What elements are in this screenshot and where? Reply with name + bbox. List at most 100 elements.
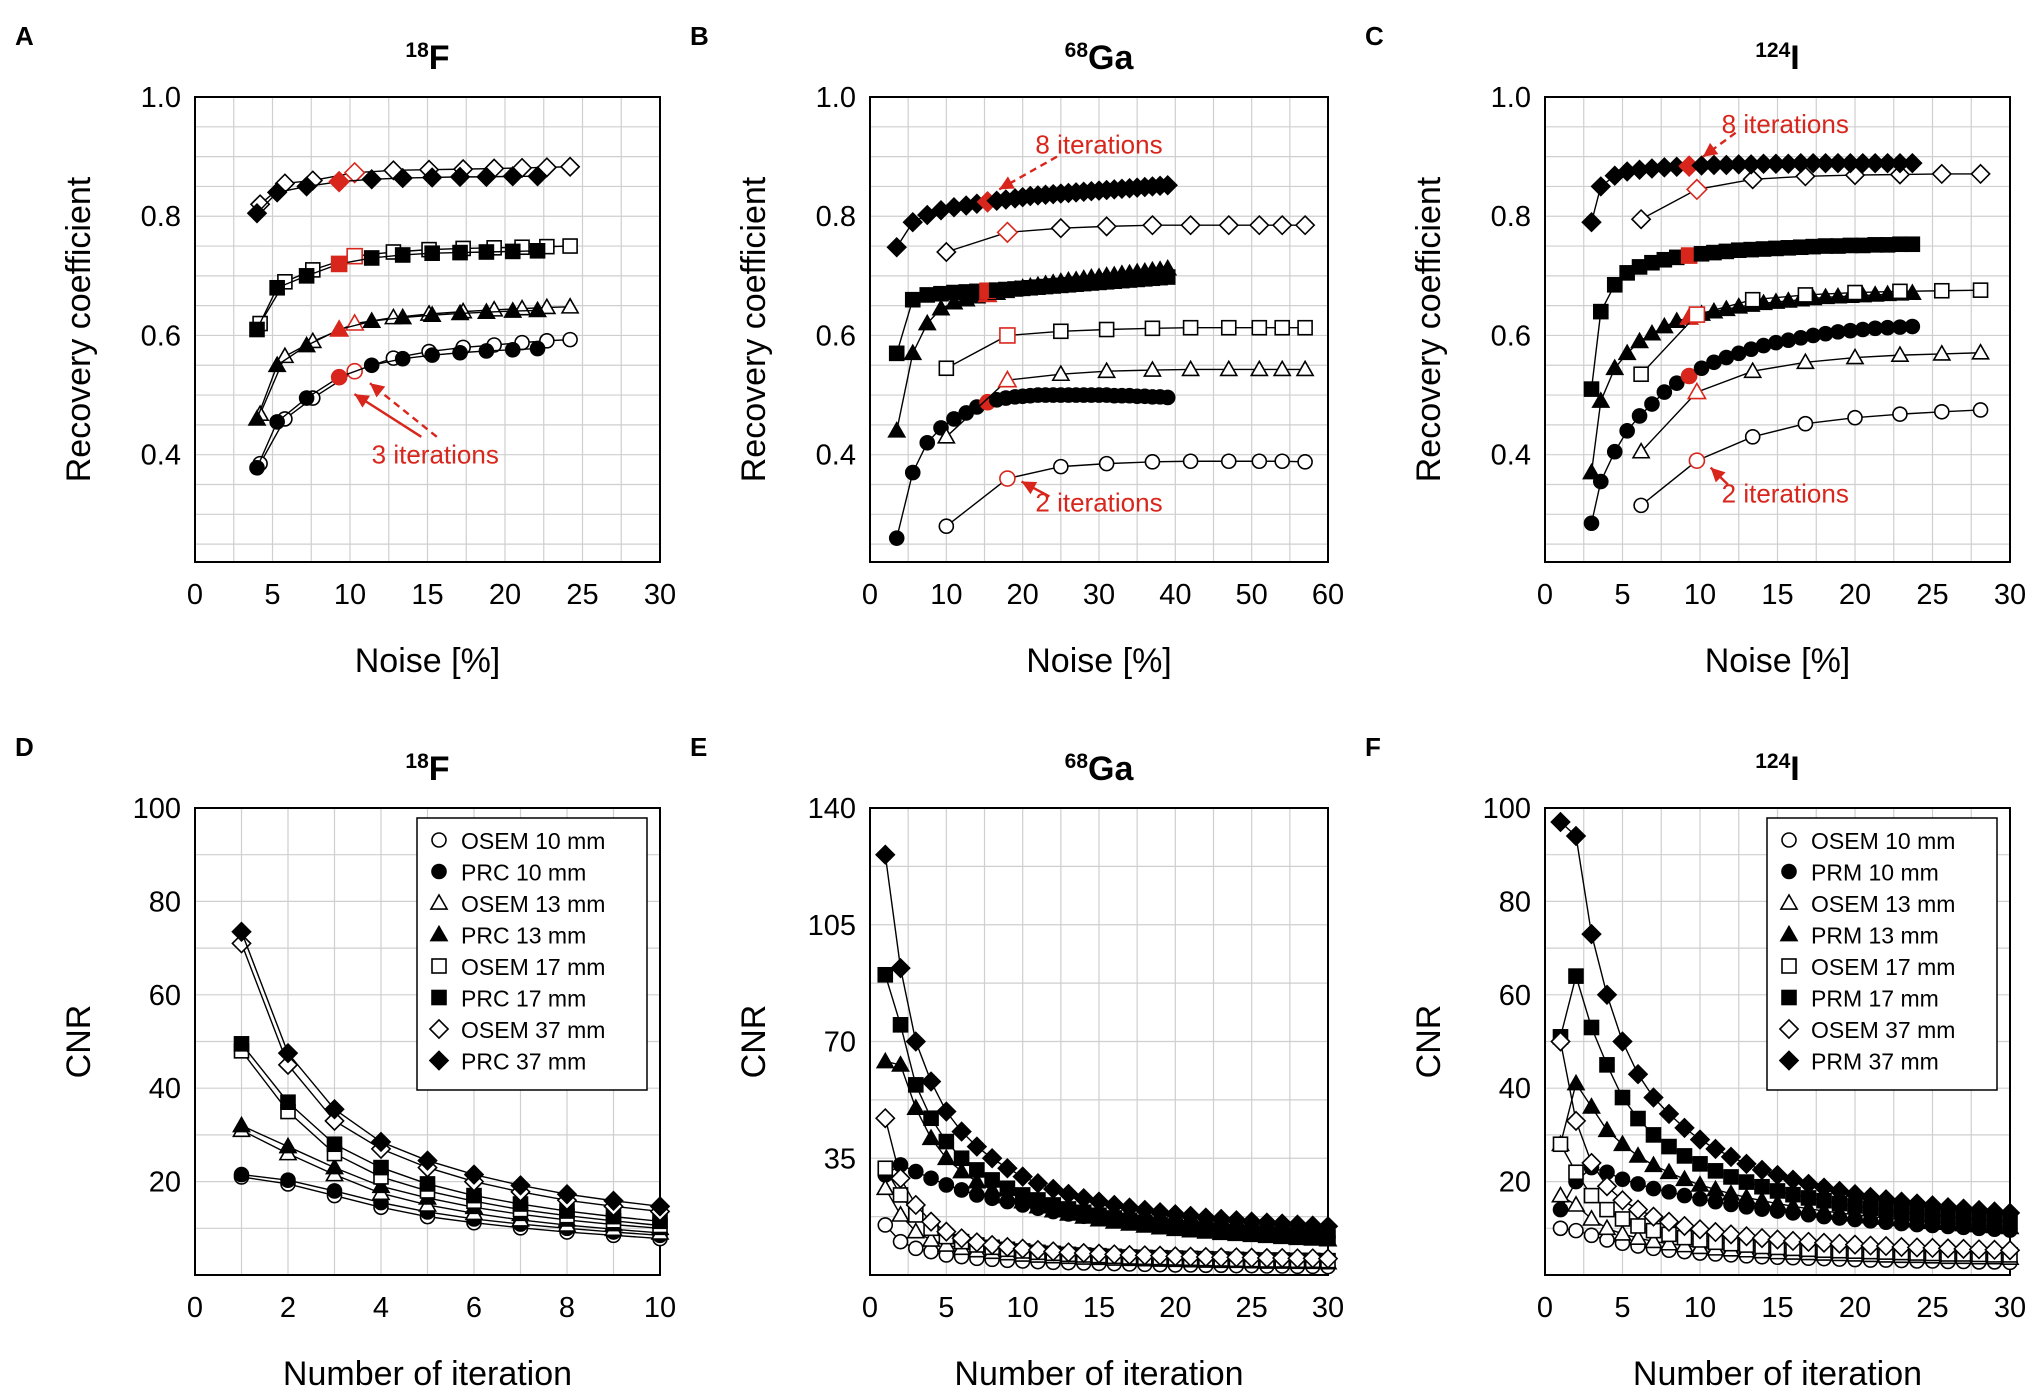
data-point [361,169,382,190]
highlight-point [1686,381,1707,400]
data-point [463,1164,485,1185]
title-element: F [429,39,450,77]
data-point [1144,454,1161,470]
data-point [1738,1174,1755,1190]
data-point [938,1177,955,1193]
series-prc-37-mm [231,921,671,1217]
data-point [280,1094,296,1111]
data-point [1813,1232,1835,1254]
y-axis-label: CNR [735,1005,773,1079]
plot-frame [869,96,1329,563]
data-point [1692,1191,1708,1207]
data-point [1720,1224,1742,1245]
data-point [249,321,265,338]
legend-box [1766,817,1998,1091]
data-point [476,166,497,188]
annotation-arrow [369,382,438,438]
series-line [945,460,1306,527]
data-point [233,1166,250,1183]
data-point [1098,321,1115,338]
data-point [1705,1138,1726,1160]
data-point [278,1136,298,1154]
panel-letter: D [15,732,34,762]
legend-label: PRM 37 mm [1811,1049,1939,1075]
data-point [1768,1193,1787,1211]
legend-marker [1781,958,1797,974]
annotation-arrow [1702,131,1737,158]
data-point [1813,1177,1835,1198]
data-point [1271,214,1293,236]
data-point [1766,292,1786,309]
x-tick-label: 0 [862,1292,878,1324]
data-point [1182,319,1199,336]
data-point [1968,1239,1990,1260]
data-point [1729,297,1749,314]
data-point [1892,406,1908,422]
legend-marker [431,958,447,974]
data-point [503,301,523,318]
data-point [1628,1146,1648,1163]
data-point [1617,343,1637,361]
data-point [1631,408,1648,424]
data-point [1182,453,1199,470]
series-prc-10-mm [888,387,1176,546]
data-point [1317,1216,1339,1237]
chart-title: 68Ga [1065,750,1135,788]
data-point [877,966,894,983]
x-tick-label: 0 [187,1292,203,1324]
data-point [1644,1231,1663,1249]
x-tick-label: 5 [1614,579,1630,611]
title-isotope-mass: 68 [1065,750,1089,773]
y-axis-label: Recovery coefficient [1410,176,1448,482]
data-point [1053,323,1069,340]
x-tick-label: 10 [644,1292,676,1324]
data-point [1754,1178,1770,1195]
data-point [1104,1194,1125,1216]
data-point [1934,403,1950,420]
series-prm-17-mm [1583,236,1921,397]
data-point [1906,1237,1928,1258]
data-point [1612,1190,1633,1211]
title-isotope-mass: 18 [405,39,429,62]
data-point [1104,1244,1125,1265]
x-tick-label: 10 [930,579,962,611]
data-point [1159,269,1176,285]
y-axis-label: CNR [1410,1005,1448,1079]
data-point [1692,1156,1708,1172]
data-point [1149,1202,1171,1223]
series-osem-13-mm [936,359,1315,444]
chart-panel-c: 0 5 10 15 20 25 30 0.4 0.6 0.8 1.0 Noise [%] Recover… [1365,21,2026,680]
data-point [1799,1199,1818,1216]
x-tick-label: 50 [1236,579,1268,611]
data-point [1219,359,1239,377]
chart-panel-b: 0 10 20 30 40 50 60 0.4 0.6 0.8 1.0 Noise [%] Recove… [690,21,1344,680]
series-osem-37-mm [936,214,1316,263]
data-point [1768,334,1784,351]
data-point [1249,359,1269,377]
data-point [1287,1248,1308,1269]
data-point [1274,319,1290,336]
data-point [1568,1164,1584,1181]
annotations: 8 iterations 2 iterations [1722,109,1849,509]
data-point [936,1101,957,1122]
legend: OSEM 10 mm PRC 10 mm OSEM 13 mm PRC 13 mm OS… [416,817,648,1091]
x-axis-label: Number of iteration [283,1355,572,1393]
series-line [240,931,661,1208]
data-point [1180,1246,1201,1267]
data-point [877,1217,894,1233]
data-point [1302,1215,1323,1236]
data-point [1096,216,1117,237]
data-point [907,1077,924,1093]
data-point [1042,1241,1064,1262]
data-point [556,1183,578,1205]
data-point [1295,359,1315,377]
legend-label: OSEM 37 mm [1811,1017,1955,1043]
title-element: I [1790,750,1799,788]
y-tick-label: 0.8 [816,201,856,233]
data-point [1144,320,1161,337]
data-point [1613,1134,1632,1152]
data-point [936,1148,956,1166]
chart-panel-d: 0 2 4 6 8 10 20 40 60 80 100 Number of iteration CNR… [15,732,676,1393]
data-point [1226,1247,1247,1268]
data-point [1643,1087,1664,1108]
